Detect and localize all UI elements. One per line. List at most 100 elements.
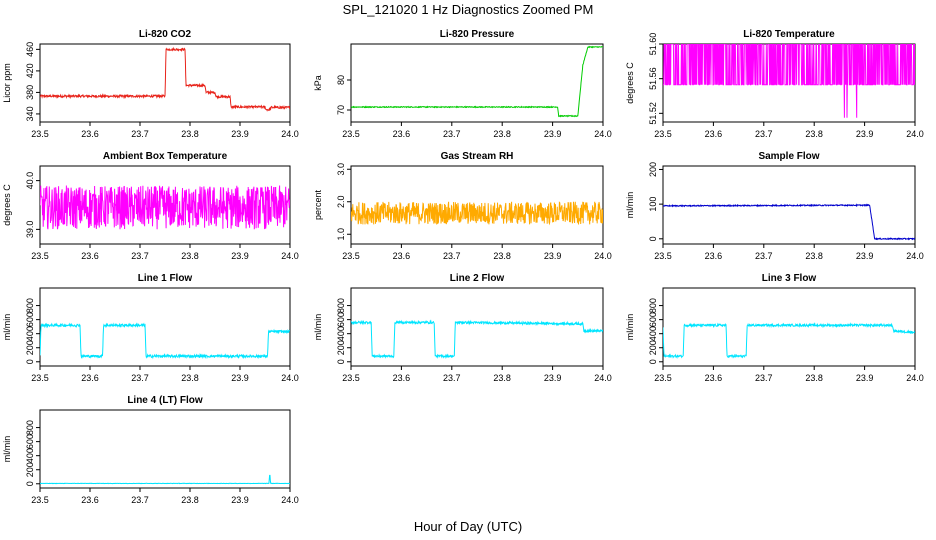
- x-tick-label: 23.7: [443, 251, 461, 261]
- panel-title: Li-820 Temperature: [743, 29, 835, 40]
- plot-frame: [662, 287, 916, 367]
- x-tick-label: 23.5: [342, 129, 360, 139]
- panel-title: Li-820 Pressure: [440, 29, 515, 40]
- panel-10: Line 4 (LT) Flow 23.5 23.6 23.7 23.8 23.9 24.0…: [2, 395, 299, 505]
- y-tick-label: 0: [648, 359, 658, 364]
- x-tick-label: 23.9: [544, 129, 562, 139]
- x-tick-label: 23.9: [231, 129, 249, 139]
- x-tick-label: 23.6: [705, 373, 723, 383]
- series-line: [663, 44, 915, 118]
- y-tick-label: 3.0: [336, 163, 346, 176]
- y-tick-label: 380: [25, 85, 35, 100]
- x-tick-label: 23.9: [544, 251, 562, 261]
- x-tick-label: 23.9: [231, 251, 249, 261]
- x-tick-label: 24.0: [906, 129, 924, 139]
- panel-4: Ambient Box Temperature 23.5 23.6 23.7 23.8 2…: [2, 151, 299, 261]
- x-tick-label: 23.6: [81, 495, 99, 505]
- figure-title: SPL_121020 1 Hz Diagnostics Zoomed PM: [343, 2, 594, 17]
- x-tick-label: 23.8: [181, 495, 199, 505]
- panel-title: Line 4 (LT) Flow: [127, 395, 203, 406]
- x-tick-label: 24.0: [281, 129, 299, 139]
- x-tick-label: 23.5: [31, 495, 49, 505]
- y-tick-label: 400: [648, 326, 658, 341]
- y-tick-label: 200: [25, 462, 35, 477]
- y-tick-label: 600: [648, 312, 658, 327]
- x-tick-label: 23.8: [181, 251, 199, 261]
- y-tick-label: 0: [25, 359, 35, 364]
- x-tick-label: 23.6: [81, 373, 99, 383]
- series-line: [40, 185, 290, 230]
- x-tick-label: 23.9: [856, 251, 874, 261]
- x-tick-label: 23.8: [805, 251, 823, 261]
- panel-title: Li-820 CO2: [139, 29, 192, 40]
- series-line: [663, 322, 915, 359]
- panel-8: Line 2 Flow 23.5 23.6 23.7 23.8 23.9 24.0 0 2004…: [313, 273, 612, 383]
- y-tick-label: 51.56: [648, 67, 658, 90]
- x-tick-label: 23.6: [81, 251, 99, 261]
- x-tick-label: 23.7: [443, 129, 461, 139]
- plot-frame: [350, 287, 604, 367]
- x-tick-label: 24.0: [906, 251, 924, 261]
- x-tick-label: 23.9: [231, 373, 249, 383]
- panels: Li-820 CO2 23.5 23.6 23.7 23.8 23.9 24.0 340 380…: [2, 29, 924, 505]
- x-tick-label: 23.8: [805, 373, 823, 383]
- y-axis-label: degrees C: [2, 184, 12, 226]
- panel-6: Sample Flow 23.5 23.6 23.7 23.8 23.9 24.0 0 100 2…: [625, 151, 924, 261]
- x-tick-label: 23.8: [181, 373, 199, 383]
- x-tick-label: 23.9: [231, 495, 249, 505]
- y-tick-label: 40.0: [25, 172, 35, 190]
- plot-frame: [39, 409, 291, 489]
- y-axis-label: ml/min: [625, 314, 635, 341]
- y-tick-label: 800: [336, 298, 346, 313]
- y-tick-label: 400: [336, 326, 346, 341]
- y-tick-label: 0: [648, 236, 658, 241]
- x-tick-label: 24.0: [906, 373, 924, 383]
- y-axis-label: ml/min: [313, 314, 323, 341]
- x-tick-label: 23.9: [856, 129, 874, 139]
- y-axis-label: ml/min: [2, 436, 12, 463]
- plot-frame: [350, 165, 604, 245]
- x-tick-label: 23.5: [31, 129, 49, 139]
- x-tick-label: 24.0: [281, 251, 299, 261]
- y-tick-label: 800: [25, 298, 35, 313]
- x-tick-label: 23.6: [393, 251, 411, 261]
- x-tick-label: 23.8: [493, 251, 511, 261]
- series-line: [351, 201, 603, 226]
- x-tick-label: 23.7: [131, 251, 149, 261]
- x-tick-label: 23.6: [81, 129, 99, 139]
- x-tick-label: 23.8: [493, 129, 511, 139]
- x-tick-label: 23.7: [131, 129, 149, 139]
- x-tick-label: 23.8: [181, 129, 199, 139]
- panel-1: Li-820 CO2 23.5 23.6 23.7 23.8 23.9 24.0 340 380…: [2, 29, 299, 139]
- plot-frame: [350, 43, 604, 123]
- y-tick-label: 800: [25, 420, 35, 435]
- y-axis-label: ml/min: [2, 314, 12, 341]
- y-axis-label: degrees C: [625, 62, 635, 104]
- x-tick-label: 23.6: [705, 251, 723, 261]
- x-tick-label: 23.6: [393, 129, 411, 139]
- x-tick-label: 23.8: [493, 373, 511, 383]
- y-tick-label: 80: [336, 75, 346, 85]
- panel-9: Line 3 Flow 23.5 23.6 23.7 23.8 23.9 24.0 0 2004…: [625, 273, 924, 383]
- x-tick-label: 24.0: [594, 251, 612, 261]
- x-tick-label: 24.0: [281, 373, 299, 383]
- y-tick-label: 51.52: [648, 102, 658, 125]
- y-tick-label: 600: [25, 312, 35, 327]
- series-line: [40, 322, 290, 360]
- y-tick-label: 600: [25, 434, 35, 449]
- y-tick-label: 70: [336, 105, 346, 115]
- series-line: [40, 46, 290, 112]
- x-tick-label: 23.7: [131, 495, 149, 505]
- y-axis-label: ml/min: [625, 192, 635, 219]
- x-tick-label: 23.7: [755, 129, 773, 139]
- y-tick-label: 200: [336, 340, 346, 355]
- y-tick-label: 600: [336, 312, 346, 327]
- y-tick-label: 400: [25, 448, 35, 463]
- y-tick-label: 460: [25, 42, 35, 57]
- y-tick-label: 200: [648, 340, 658, 355]
- panel-title: Line 3 Flow: [762, 273, 817, 284]
- series-line: [40, 474, 290, 485]
- x-tick-label: 24.0: [594, 373, 612, 383]
- x-tick-label: 23.5: [654, 251, 672, 261]
